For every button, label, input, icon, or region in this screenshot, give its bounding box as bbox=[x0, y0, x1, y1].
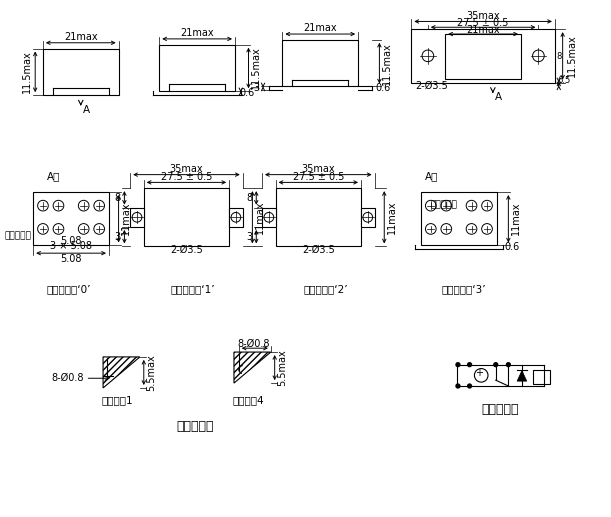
Text: 着色绵缘子: 着色绵缘子 bbox=[431, 200, 458, 209]
Text: 5.5max: 5.5max bbox=[277, 349, 287, 386]
Text: +: + bbox=[475, 369, 483, 378]
Text: 插针式：1: 插针式：1 bbox=[102, 396, 133, 405]
Text: 35max: 35max bbox=[466, 11, 500, 21]
Text: A: A bbox=[495, 92, 502, 102]
Text: 8-Ø0.8: 8-Ø0.8 bbox=[237, 338, 269, 348]
Text: 11max: 11max bbox=[511, 202, 521, 236]
Text: 35max: 35max bbox=[301, 164, 335, 174]
Text: 21max: 21max bbox=[466, 25, 500, 35]
Bar bbox=[361, 208, 375, 227]
Text: 27.5 ± 0.5: 27.5 ± 0.5 bbox=[161, 172, 212, 181]
Polygon shape bbox=[103, 357, 140, 388]
Text: 0.6: 0.6 bbox=[505, 242, 520, 252]
Text: 着色绵缘子: 着色绵缘子 bbox=[4, 231, 31, 240]
Bar bbox=[262, 208, 276, 227]
Text: 引出端型式: 引出端型式 bbox=[177, 420, 214, 433]
Text: 21max: 21max bbox=[304, 23, 337, 33]
Text: 8: 8 bbox=[246, 193, 252, 203]
Text: 21max: 21max bbox=[180, 28, 214, 38]
Text: 安装方式：‘2’: 安装方式：‘2’ bbox=[304, 284, 348, 294]
Text: 安装方式：‘1’: 安装方式：‘1’ bbox=[171, 284, 216, 294]
Circle shape bbox=[456, 384, 460, 388]
Text: 6.5: 6.5 bbox=[558, 76, 571, 85]
Text: 3: 3 bbox=[114, 232, 120, 241]
Polygon shape bbox=[517, 371, 527, 381]
Text: 2-Ø3.5: 2-Ø3.5 bbox=[415, 81, 448, 90]
Bar bbox=[43, 49, 119, 95]
Polygon shape bbox=[234, 352, 271, 383]
Circle shape bbox=[467, 363, 472, 367]
Bar bbox=[33, 192, 109, 246]
Text: 21max: 21max bbox=[64, 32, 98, 42]
Text: 3: 3 bbox=[246, 232, 252, 241]
Bar bbox=[411, 29, 555, 83]
Text: 35max: 35max bbox=[170, 164, 203, 174]
Text: A向: A向 bbox=[425, 172, 438, 181]
Text: 2-Ø3.5: 2-Ø3.5 bbox=[302, 245, 335, 255]
Circle shape bbox=[507, 363, 510, 367]
Circle shape bbox=[467, 384, 472, 388]
Text: 5.5max: 5.5max bbox=[147, 354, 156, 391]
Text: 焊钉式：4: 焊钉式：4 bbox=[233, 396, 265, 405]
Text: 11max: 11max bbox=[255, 201, 265, 234]
Text: 安装方式：‘0’: 安装方式：‘0’ bbox=[47, 284, 92, 294]
Text: 27.5 ± 0.5: 27.5 ± 0.5 bbox=[293, 172, 344, 181]
Bar bbox=[229, 208, 243, 227]
Text: 0.6: 0.6 bbox=[239, 88, 254, 98]
Text: 11.5max: 11.5max bbox=[23, 51, 32, 93]
Text: 11.5max: 11.5max bbox=[251, 47, 262, 89]
Text: 8-Ø0.8: 8-Ø0.8 bbox=[51, 373, 84, 383]
Text: 11.5max: 11.5max bbox=[382, 42, 392, 84]
Bar bbox=[282, 40, 358, 86]
Bar bbox=[421, 192, 497, 246]
Text: 11.5max: 11.5max bbox=[568, 35, 577, 77]
Bar bbox=[533, 371, 550, 384]
Text: 0.6: 0.6 bbox=[376, 83, 391, 94]
Text: 11max: 11max bbox=[122, 202, 131, 236]
Bar bbox=[276, 188, 361, 247]
Text: 安装方式：‘3’: 安装方式：‘3’ bbox=[441, 284, 486, 294]
Text: A: A bbox=[83, 104, 90, 115]
Text: 5.08: 5.08 bbox=[60, 254, 82, 264]
Text: 2-Ø3.5: 2-Ø3.5 bbox=[170, 245, 203, 255]
Text: 11max: 11max bbox=[387, 201, 397, 234]
Bar bbox=[159, 44, 235, 91]
Circle shape bbox=[456, 363, 460, 367]
Text: 27.5 ± 0.5: 27.5 ± 0.5 bbox=[458, 19, 509, 28]
Bar bbox=[445, 34, 521, 79]
Text: 3 × 5.08: 3 × 5.08 bbox=[50, 241, 92, 251]
Text: 5.08: 5.08 bbox=[60, 236, 82, 246]
Text: 3: 3 bbox=[253, 83, 259, 94]
Circle shape bbox=[494, 363, 498, 367]
Text: 底视电路图: 底视电路图 bbox=[482, 403, 519, 416]
Text: 8: 8 bbox=[114, 193, 120, 203]
Text: 8: 8 bbox=[557, 52, 562, 62]
Bar bbox=[144, 188, 229, 247]
Text: A向: A向 bbox=[47, 172, 60, 181]
Bar bbox=[130, 208, 144, 227]
